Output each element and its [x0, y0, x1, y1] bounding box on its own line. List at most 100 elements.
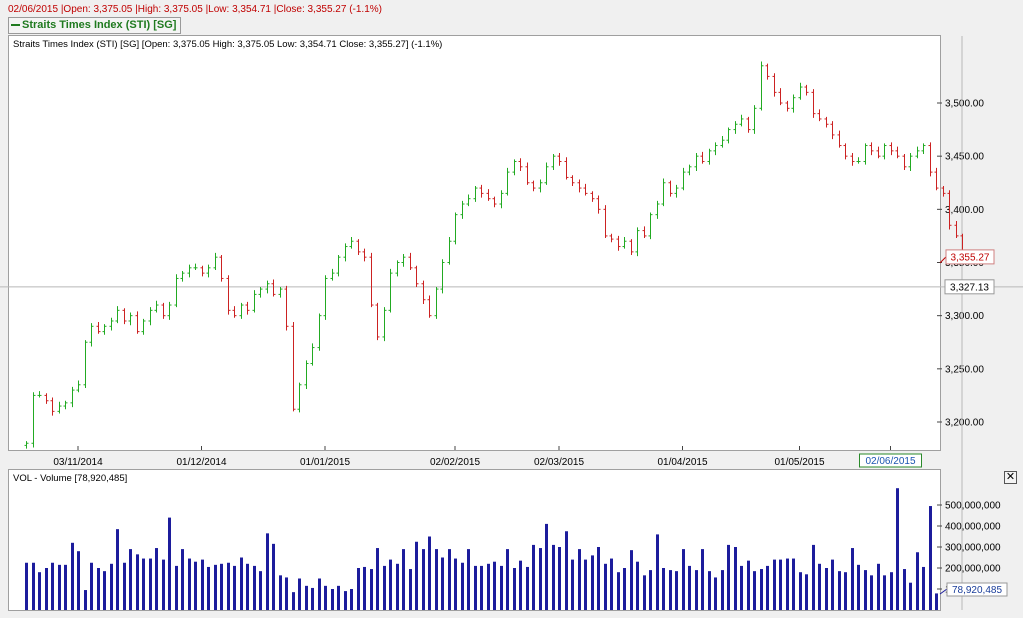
- volume-bar: [799, 572, 802, 610]
- legend-line-icon: [11, 24, 20, 27]
- volume-bar: [552, 544, 555, 610]
- volume-bar: [435, 549, 438, 610]
- volume-bar: [129, 549, 132, 610]
- volume-bar: [162, 559, 165, 610]
- volume-bar: [181, 549, 184, 610]
- last-close-box: [945, 249, 995, 265]
- volume-bar: [740, 565, 743, 610]
- volume-bar: [597, 547, 600, 610]
- volume-bar: [396, 563, 399, 610]
- x-tick-label: 01/05/2015: [774, 457, 824, 468]
- price-y-tick-label: 3,250.00: [945, 364, 984, 375]
- volume-bar: [77, 551, 80, 610]
- volume-bar: [448, 549, 451, 610]
- volume-bar: [812, 544, 815, 610]
- volume-bar: [623, 568, 626, 610]
- volume-bar: [656, 534, 659, 610]
- volume-bar: [279, 575, 282, 610]
- volume-bar: [851, 548, 854, 610]
- volume-bar: [916, 552, 919, 610]
- volume-bar: [84, 590, 87, 610]
- volume-bar: [318, 578, 321, 610]
- volume-bar: [909, 582, 912, 610]
- volume-bar: [259, 571, 262, 610]
- close-volume-panel-button[interactable]: ✕: [1004, 471, 1017, 484]
- volume-bar: [877, 563, 880, 610]
- volume-bar: [896, 488, 899, 610]
- volume-bar: [519, 560, 522, 610]
- volume-bar: [350, 589, 353, 610]
- volume-panel-label: VOL - Volume [78,920,485]: [13, 473, 128, 484]
- volume-bar: [929, 506, 932, 610]
- volume-bar: [207, 566, 210, 610]
- volume-bar: [201, 559, 204, 610]
- x-tick-label: 02/02/2015: [430, 457, 480, 468]
- volume-bar: [662, 568, 665, 610]
- quote-info-bar: 02/06/2015 |Open: 3,375.05 |High: 3,375.…: [8, 4, 382, 15]
- volume-bar: [331, 589, 334, 610]
- volume-bar: [786, 558, 789, 610]
- volume-bar: [233, 565, 236, 610]
- volume-last-pointer: [939, 588, 948, 595]
- volume-bar: [773, 559, 776, 610]
- volume-bar: [402, 549, 405, 610]
- volume-bar: [649, 570, 652, 610]
- volume-bar: [266, 533, 269, 610]
- x-tick-label: 02/03/2015: [534, 457, 584, 468]
- volume-bar: [97, 568, 100, 610]
- last-close-label: 3,355.27: [951, 252, 990, 263]
- volume-bar: [142, 558, 145, 610]
- x-tick-label: 01/12/2014: [176, 457, 226, 468]
- volume-bar: [584, 559, 587, 610]
- volume-bar: [240, 557, 243, 610]
- price-y-tick-label: 3,400.00: [945, 205, 984, 216]
- volume-bar: [246, 563, 249, 610]
- volume-bar: [805, 574, 808, 610]
- volume-bar: [298, 578, 301, 610]
- volume-bar: [214, 564, 217, 610]
- volume-bar: [58, 564, 61, 610]
- volume-bar: [461, 562, 464, 610]
- volume-bar: [903, 569, 906, 610]
- volume-bar: [357, 568, 360, 610]
- volume-bar: [194, 561, 197, 610]
- volume-bar: [682, 549, 685, 610]
- volume-y-tick-label: 400,000,000: [945, 522, 1001, 533]
- volume-bar: [643, 575, 646, 610]
- volume-bar: [227, 562, 230, 610]
- volume-bar: [103, 571, 106, 610]
- volume-bar: [825, 568, 828, 610]
- volume-bar: [149, 558, 152, 610]
- volume-bar: [565, 531, 568, 610]
- x-tick-label: 01/01/2015: [300, 457, 350, 468]
- volume-bar: [708, 571, 711, 610]
- price-chart-panel[interactable]: Straits Times Index (STI) [SG] [Open: 3,…: [8, 35, 941, 451]
- volume-bar: [545, 523, 548, 610]
- volume-bar: [370, 569, 373, 610]
- volume-bar: [890, 572, 893, 610]
- volume-bar: [610, 558, 613, 610]
- volume-bar: [532, 544, 535, 610]
- legend-label: Straits Times Index (STI) [SG]: [22, 19, 177, 31]
- volume-bar: [123, 562, 126, 610]
- volume-bar: [305, 585, 308, 610]
- volume-bar: [415, 541, 418, 610]
- volume-bar: [701, 549, 704, 610]
- volume-bar: [292, 592, 295, 610]
- volume-bar: [220, 563, 223, 610]
- volume-y-tick-label: 500,000,000: [945, 501, 1001, 512]
- volume-bar: [253, 565, 256, 610]
- volume-bar: [337, 585, 340, 610]
- volume-bar: [493, 561, 496, 610]
- close-icon: ✕: [1005, 471, 1016, 483]
- x-cursor-date-box: [859, 453, 922, 468]
- volume-bar: [591, 555, 594, 610]
- series-legend[interactable]: Straits Times Index (STI) [SG]: [8, 17, 182, 34]
- volume-bar: [363, 566, 366, 610]
- volume-bar: [110, 563, 113, 610]
- volume-bar: [864, 570, 867, 610]
- volume-bar: [721, 570, 724, 610]
- volume-bar: [630, 550, 633, 610]
- volume-bar: [760, 569, 763, 610]
- volume-bar: [500, 565, 503, 610]
